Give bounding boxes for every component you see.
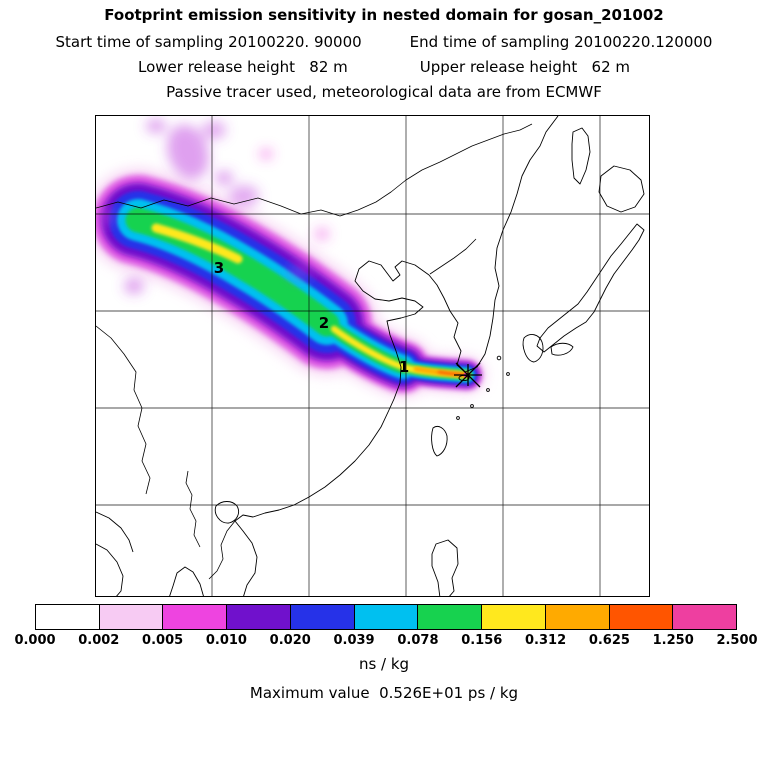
colorbar-tick-labels: 0.000 0.002 0.005 0.010 0.020 0.039 0.07…	[14, 633, 757, 649]
colorbar-tick: 0.039	[333, 633, 375, 648]
coastlines	[96, 116, 645, 596]
island-kyushu	[522, 334, 544, 363]
diffuse-patches	[99, 119, 329, 294]
island-hokkaido	[598, 165, 645, 213]
island-honshu	[536, 223, 645, 353]
coastline-west-peninsula	[96, 543, 124, 596]
colorbar-cell	[609, 605, 674, 629]
colorbar-cell	[354, 605, 419, 629]
colorbar-tick: 0.000	[14, 633, 56, 648]
island-shikoku	[550, 342, 574, 356]
island-ryukyu-4	[506, 372, 510, 376]
colorbar-tick: 0.078	[397, 633, 439, 648]
border-yunnan	[96, 325, 151, 495]
colorbar-cell	[673, 605, 737, 629]
latlon-grid	[96, 116, 649, 596]
colorbar-tick: 0.020	[269, 633, 311, 648]
colorbar-units-label: ns / kg	[358, 655, 410, 673]
coastline-gulf-of-thailand	[169, 566, 204, 596]
tracer-info-label: Passive tracer used, meteorological data…	[166, 83, 602, 101]
colorbar-tick: 0.312	[525, 633, 567, 648]
map-panel: 1 2 3	[95, 115, 650, 597]
colorbar-tick: 1.250	[652, 633, 694, 648]
colorbar-tick: 0.625	[588, 633, 630, 648]
island-sakhalin	[571, 127, 591, 185]
colorbar-cell	[36, 605, 100, 629]
colorbar-cell	[545, 605, 610, 629]
map-canvas: 1 2 3	[96, 116, 649, 596]
border-mongolia	[96, 123, 533, 217]
colorbar-cell	[482, 605, 546, 629]
country-borders	[96, 123, 533, 580]
sensitivity-plume	[138, 220, 468, 377]
coastline-mainland	[234, 116, 559, 596]
sampling-start-label: Start time of sampling 20100220. 90000	[55, 33, 362, 51]
island-hainan	[214, 501, 240, 524]
plume-point-labels: 1 2 3	[214, 259, 409, 376]
border-indochina-2	[185, 470, 201, 548]
island-tsushima	[496, 355, 502, 361]
figure-title: Footprint emission sensitivity in nested…	[104, 6, 664, 24]
colorbar-cell	[418, 605, 483, 629]
coastline-myanmar	[96, 511, 134, 553]
colorbar-tick: 0.156	[461, 633, 503, 648]
sampling-time-row: Start time of sampling 20100220. 90000 E…	[0, 33, 768, 51]
colorbar-tick: 0.010	[205, 633, 247, 648]
island-taiwan	[431, 425, 448, 457]
lower-release-height-label: Lower release height 82 m	[138, 58, 348, 76]
island-luzon	[431, 539, 459, 596]
plume-label-3: 3	[214, 259, 224, 277]
colorbar-cell	[227, 605, 291, 629]
colorbar	[35, 604, 737, 630]
border-indochina-1	[208, 520, 236, 580]
colorbar-tick: 2.500	[716, 633, 758, 648]
upper-release-height-label: Upper release height 62 m	[419, 58, 630, 76]
island-ryukyu-3	[486, 388, 490, 392]
colorbar-tick: 0.002	[78, 633, 120, 648]
border-yalu	[429, 238, 477, 275]
colorbar-cell	[163, 605, 228, 629]
island-ryukyu-2	[470, 404, 474, 408]
sampling-end-label: End time of sampling 20100220.120000	[409, 33, 713, 51]
plume-label-1: 1	[399, 358, 409, 376]
colorbar-cell	[99, 605, 164, 629]
colorbar-tick: 0.005	[142, 633, 184, 648]
release-height-row: Lower release height 82 m Upper release …	[0, 58, 768, 76]
island-ryukyu-1	[456, 416, 460, 420]
station-marker-icon	[454, 362, 482, 388]
maximum-value-label: Maximum value 0.526E+01 ps / kg	[249, 684, 519, 702]
colorbar-cell	[290, 605, 355, 629]
plume-label-2: 2	[319, 314, 329, 332]
